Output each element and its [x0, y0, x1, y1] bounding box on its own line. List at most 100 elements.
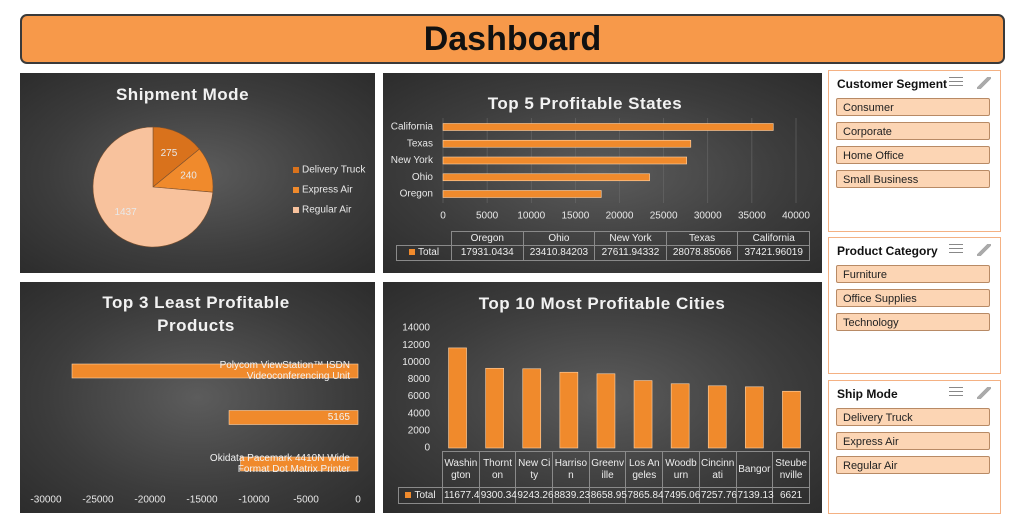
x-tick-label: -10000 [238, 495, 270, 506]
data-label: 275 [161, 148, 178, 159]
y-tick-label: Oregon [400, 189, 433, 200]
table-row: Washington Thornton New City Harrison Greenv… [398, 451, 810, 488]
table-value: 7257.76 [698, 487, 737, 504]
slicer-item[interactable]: Delivery Truck [836, 408, 990, 426]
table-value: 28078.85066 [665, 245, 739, 261]
slicer-title: Ship Mode [837, 387, 898, 401]
chart-title: Top 5 Profitable States [487, 94, 683, 113]
pie-slice [92, 126, 214, 248]
bar [228, 410, 359, 425]
dashboard-title: Dashboard [20, 14, 1005, 64]
category-label: 5165 [327, 412, 350, 423]
table-header: Texas [665, 231, 739, 246]
bar [442, 173, 650, 182]
table-value: 9300.34 [478, 487, 517, 504]
chart-title: Shipment Mode [115, 85, 250, 104]
slicer-item[interactable]: Corporate [836, 122, 990, 140]
legend-key [293, 207, 299, 213]
legend-label: Delivery Truck [302, 165, 366, 176]
x-tick-label: 30000 [694, 211, 722, 222]
multi-select-icon[interactable] [949, 77, 963, 89]
legend-label: Regular Air [302, 205, 352, 216]
bar [633, 380, 653, 449]
multi-select-icon[interactable] [949, 387, 963, 399]
table-value: 8839.23 [552, 487, 590, 504]
x-tick-label: 0 [440, 211, 446, 222]
table-row: Total 17931.0434 23410.84203 27611.94332 280… [396, 245, 810, 261]
table-header: Cincinnati [698, 451, 737, 488]
table-header: Oregon [451, 231, 524, 246]
slicer-title: Product Category [837, 244, 938, 258]
table-header: Washington [442, 451, 480, 488]
y-tick-label: California [391, 122, 434, 133]
y-tick-label: 12000 [402, 340, 430, 351]
table-value: 9243.26 [515, 487, 554, 504]
y-tick-label: 8000 [408, 374, 431, 385]
y-tick-label: 2000 [408, 425, 431, 436]
slicer-item[interactable]: Technology [836, 313, 990, 331]
bar [442, 156, 687, 165]
legend-key [293, 167, 299, 173]
y-tick-label: Texas [407, 138, 433, 149]
category-label: Polycom ViewStation™ ISDN Videoconferenc… [220, 360, 350, 382]
data-label: 1437 [114, 207, 137, 218]
y-tick-label: 14000 [402, 323, 430, 334]
x-tick-label: 15000 [561, 211, 589, 222]
slicer: Customer Segment Consumer Corporate Home Of… [828, 70, 1001, 232]
category-label: 5165 [327, 412, 350, 423]
bar [670, 383, 690, 449]
clear-filter-icon[interactable] [977, 244, 991, 256]
table-header: Greenville [588, 451, 627, 488]
data-table: Oregon Ohio New York Texas California Total 17… [396, 231, 810, 261]
legend-label: Total [414, 489, 436, 501]
x-tick-label: 40000 [782, 211, 810, 222]
table-value: 7495.06 [662, 487, 700, 504]
table-header: Steubenville [772, 451, 810, 488]
clear-filter-icon[interactable] [977, 387, 991, 399]
legend-key [408, 249, 415, 255]
table-corner [396, 231, 452, 246]
chart-title: Top 3 Least Profitable Products [102, 293, 290, 335]
y-tick-label: 6000 [408, 391, 431, 402]
y-tick-label: 10000 [402, 357, 430, 368]
slicer-item[interactable]: Regular Air [836, 456, 990, 474]
x-tick-label: 0 [355, 495, 361, 506]
x-tick-label: 25000 [650, 211, 678, 222]
legend-label: Total [417, 247, 440, 258]
slicer: Product Category Furniture Office Supplies… [828, 237, 1001, 374]
bar [522, 368, 542, 449]
legend-key [405, 491, 412, 498]
table-header: Thornton [478, 451, 517, 488]
table-value: 8658.95 [588, 487, 627, 504]
y-tick-label: 0 [424, 443, 430, 454]
x-tick-label: -30000 [30, 495, 62, 506]
table-header: Ohio [522, 231, 596, 246]
table-header: New City [515, 451, 554, 488]
slicer-item[interactable]: Furniture [836, 265, 990, 283]
legend-key [293, 187, 299, 193]
x-tick-label: -5000 [293, 495, 319, 506]
bar [596, 373, 616, 449]
category-label: Okidata Pacemark 4410N Wide Format Dot M… [210, 453, 350, 475]
multi-select-icon[interactable] [949, 244, 963, 256]
slicer-item[interactable]: Home Office [836, 146, 990, 164]
slicer-item[interactable]: Small Business [836, 170, 990, 188]
slicer-item[interactable]: Express Air [836, 432, 990, 450]
table-row: Total 11677.4 9300.34 9243.26 8839.23 8658.95… [398, 487, 810, 504]
clear-filter-icon[interactable] [977, 77, 991, 89]
y-tick-label: New York [391, 155, 434, 166]
table-value: 11677.4 [442, 487, 480, 504]
bar [745, 386, 764, 449]
table-header: California [737, 231, 810, 246]
panel [20, 282, 375, 513]
chart-title: Top 10 Most Profitable Cities [478, 294, 726, 313]
table-value: 7865.84 [625, 487, 664, 504]
x-tick-label: -20000 [134, 495, 166, 506]
bar [485, 367, 504, 449]
slicer-item[interactable]: Consumer [836, 98, 990, 116]
table-value: 17931.0434 [451, 245, 524, 261]
bar [240, 456, 359, 472]
slicer-item[interactable]: Office Supplies [836, 289, 990, 307]
